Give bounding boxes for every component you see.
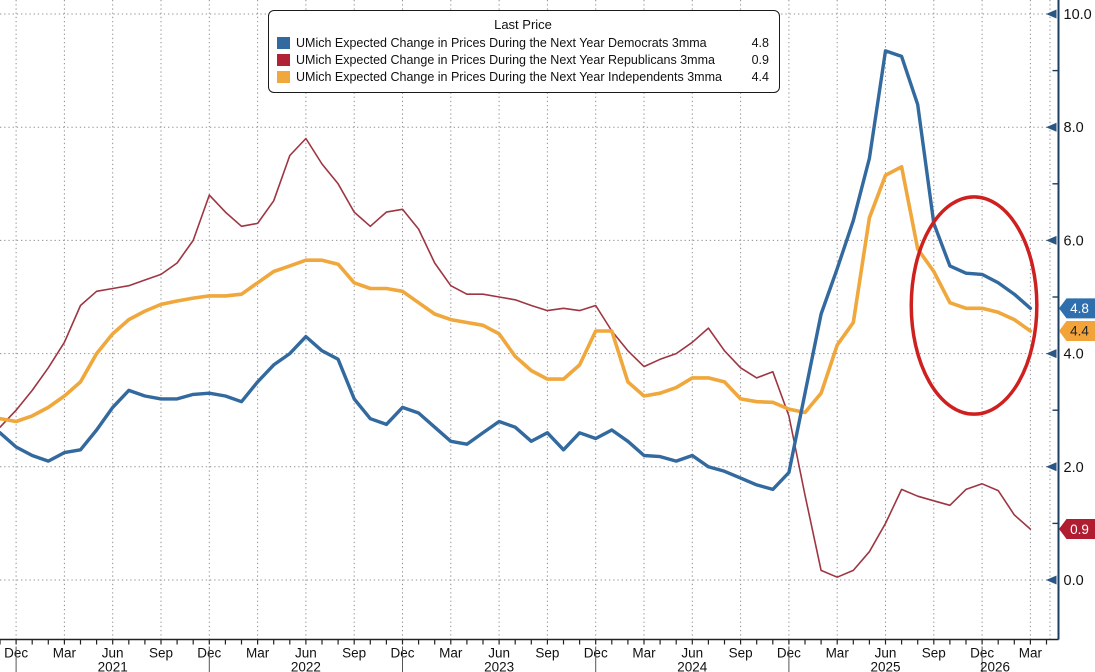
x-axis: Dec Mar Jun Sep Dec Mar Jun Sep Dec Mar Jun Sep Dec M… (0, 638, 1059, 672)
month-label: Mar (246, 646, 270, 661)
legend-item-value: 4.4 (751, 70, 769, 84)
price-badge: 4.4 (1059, 320, 1095, 341)
month-label: Sep (922, 646, 946, 661)
legend-item-democrats: UMich Expected Change in Prices During t… (277, 35, 769, 51)
year-label: 2024 (677, 660, 708, 672)
month-label: Sep (149, 646, 173, 661)
gridlines (0, 0, 1059, 640)
y-tick-label: 4.0 (1064, 347, 1084, 363)
legend-swatch-icon (277, 71, 290, 83)
month-label: Mar (632, 646, 656, 661)
year-label: 2026 (980, 660, 1010, 672)
month-label: Mar (439, 646, 463, 661)
y-axis: 10.0 8.0 6.0 4.0 2.0 0.0 (1046, 0, 1092, 640)
month-label: Sep (535, 646, 559, 661)
y-tick-label: 0.0 (1064, 573, 1084, 589)
legend-item-republicans: UMich Expected Change in Prices During t… (277, 52, 769, 68)
month-label: Jun (295, 646, 317, 661)
month-label: Jun (488, 646, 510, 661)
year-label: 2021 (98, 660, 128, 672)
legend-title: Last Price (494, 17, 552, 32)
legend-item-independents: UMich Expected Change in Prices During t… (277, 69, 769, 85)
legend-rows: UMich Expected Change in Prices During t… (277, 35, 769, 85)
legend-item-label: UMich Expected Change in Prices During t… (296, 70, 722, 84)
series-line-democrats (0, 49, 1033, 492)
price-badge-shape (1059, 298, 1095, 319)
y-tick-label: 10.0 (1064, 7, 1092, 23)
price-badge: 4.8 (1059, 298, 1095, 319)
legend: Last Price UMich Expected Change in Pric… (268, 10, 780, 93)
y-tick-arrow-icon (1046, 462, 1057, 472)
y-tick-arrow-icon (1046, 349, 1057, 359)
price-badge: 0.9 (1059, 519, 1095, 540)
y-tick-arrow-icon (1046, 575, 1057, 585)
price-badge-value: 4.8 (1070, 301, 1089, 316)
legend-item-label: UMich Expected Change in Prices During t… (296, 53, 715, 67)
legend-item-value: 0.9 (751, 53, 769, 67)
y-tick-label: 6.0 (1064, 233, 1084, 249)
price-badge-shape (1059, 320, 1095, 341)
month-label: Sep (342, 646, 366, 661)
series-line-republicans (0, 137, 1032, 579)
y-tick-label: 2.0 (1064, 460, 1084, 476)
legend-swatch-icon (277, 54, 290, 66)
month-label: Mar (53, 646, 77, 661)
price-badge-shape (1059, 519, 1095, 540)
y-tick-arrow-icon (1046, 122, 1057, 132)
y-tick-label: 8.0 (1064, 120, 1084, 136)
year-label: 2023 (484, 660, 514, 672)
legend-swatch-icon (277, 37, 290, 49)
month-label: Mar (826, 646, 850, 661)
price-badge-value: 4.4 (1070, 324, 1089, 339)
highlight-ellipse-annotation (909, 195, 1039, 416)
month-label: Mar (1019, 646, 1043, 661)
year-label: 2022 (291, 660, 321, 672)
legend-item-label: UMich Expected Change in Prices During t… (296, 36, 707, 50)
month-label: Jun (681, 646, 703, 661)
series-line-independents (0, 165, 1033, 424)
y-tick-arrow-icon (1046, 235, 1057, 245)
y-tick-arrow-icon (1046, 9, 1057, 19)
price-badge-value: 0.9 (1070, 522, 1089, 537)
month-label: Sep (729, 646, 753, 661)
month-label: Jun (875, 646, 897, 661)
month-label: Jun (102, 646, 124, 661)
year-label: 2025 (870, 660, 900, 672)
legend-item-value: 4.8 (751, 36, 769, 50)
